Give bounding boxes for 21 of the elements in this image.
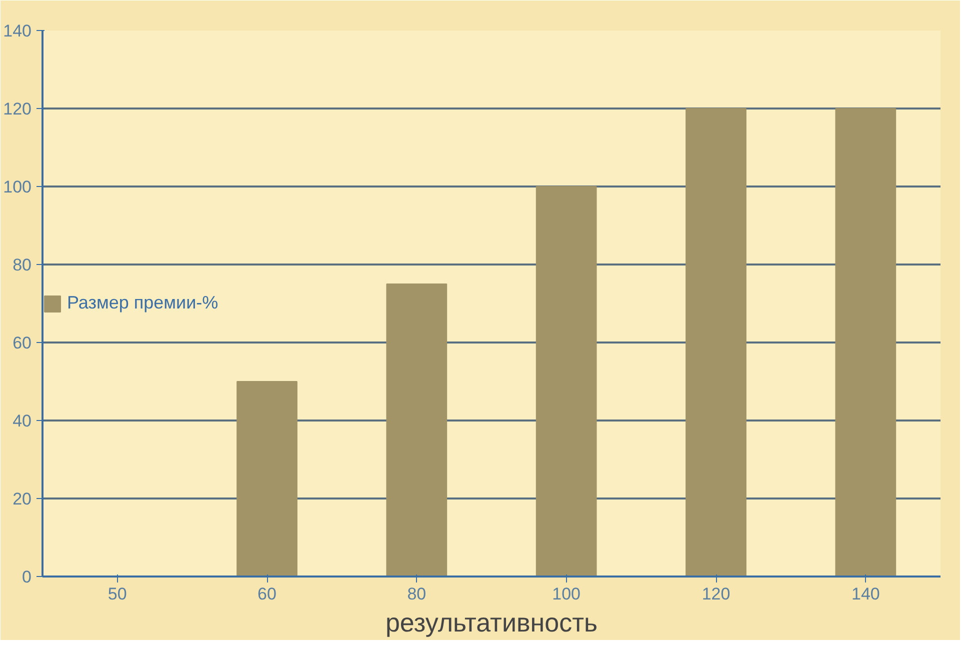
x-tick-label: 140 — [851, 584, 880, 604]
y-tick-label: 140 — [3, 22, 32, 40]
y-tick-label: 80 — [12, 256, 32, 274]
bar — [236, 381, 298, 576]
y-tick-label: 0 — [22, 568, 32, 586]
legend-label: Размер премии-% — [67, 292, 218, 314]
x-axis-title: результативность — [385, 608, 598, 638]
y-tick-label: 40 — [12, 412, 32, 430]
x-tick-label: 50 — [108, 584, 127, 604]
x-tick-label: 100 — [552, 584, 581, 604]
y-tick-label: 20 — [12, 490, 32, 508]
x-tick-label: 80 — [407, 584, 426, 604]
bar — [835, 108, 896, 576]
x-tick-label: 120 — [702, 584, 730, 604]
x-tick-label: 60 — [258, 584, 276, 604]
bar — [686, 108, 746, 576]
y-tick-label: 60 — [12, 334, 32, 352]
bar — [386, 284, 448, 576]
bar — [536, 186, 597, 576]
y-tick-label: 120 — [3, 100, 32, 118]
y-tick-label: 100 — [3, 178, 32, 196]
